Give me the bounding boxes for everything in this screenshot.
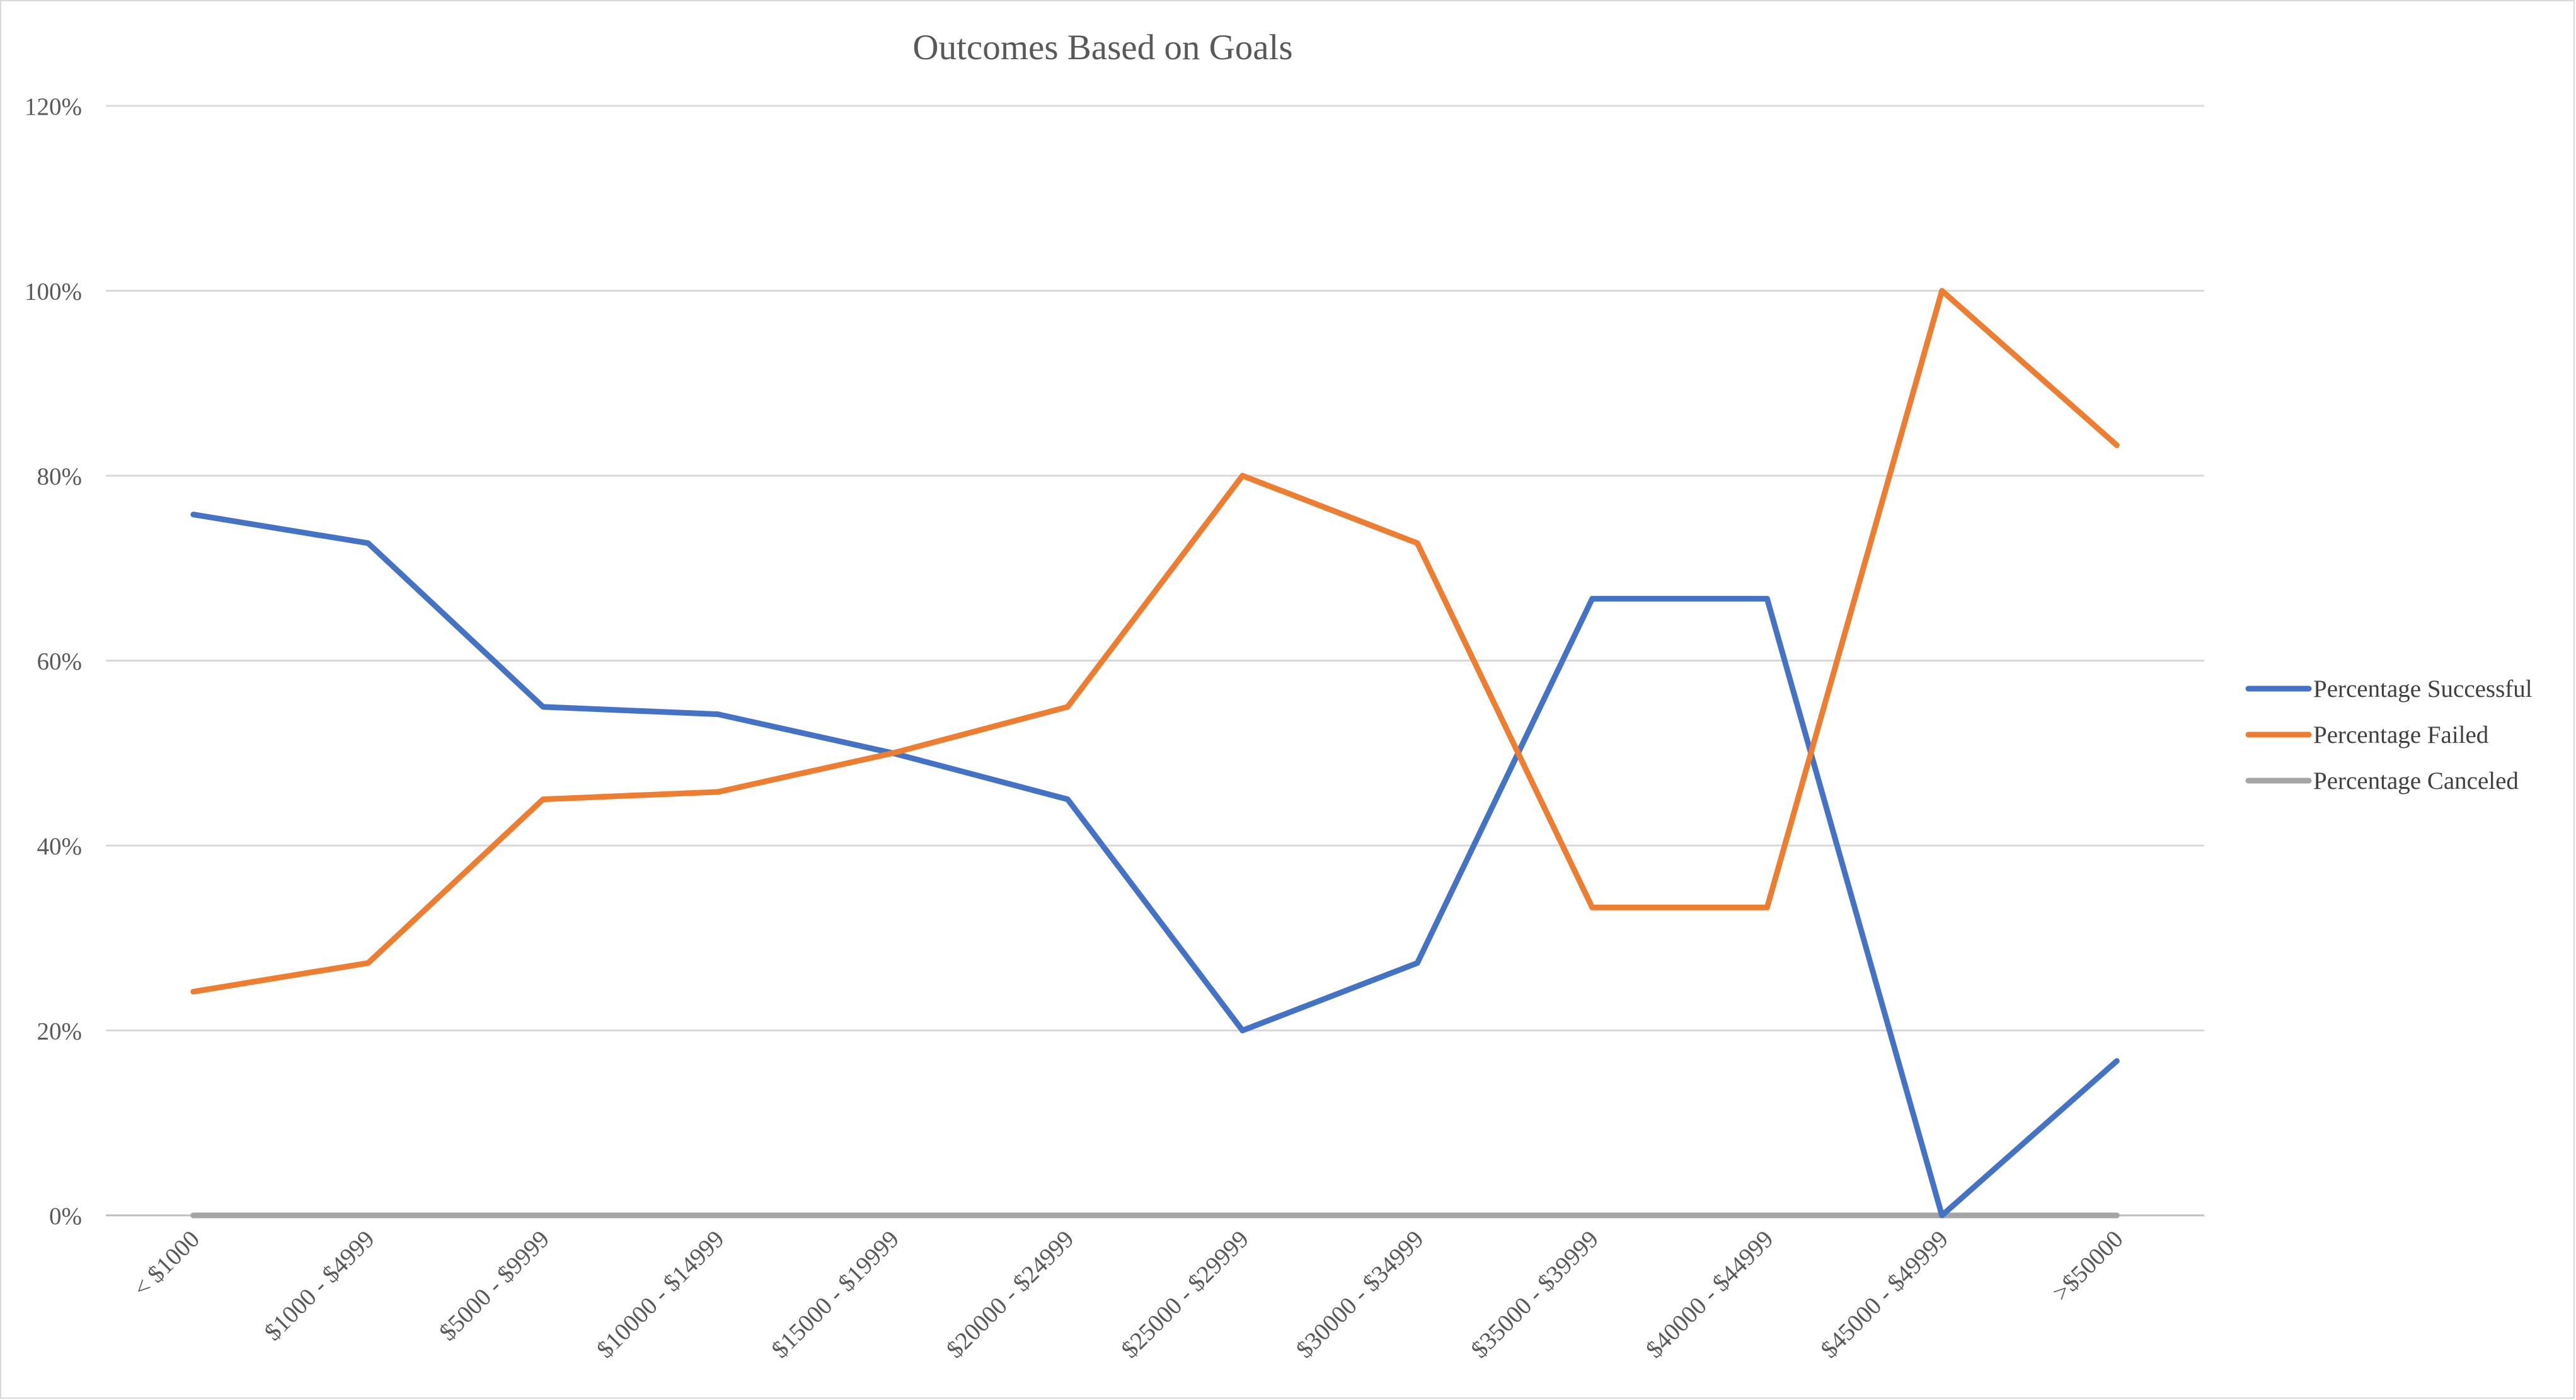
legend: Percentage Successful Percentage Failed Pe… [2245,675,2533,795]
legend-label: Percentage Failed [2313,721,2489,749]
x-tick-label: $1000 - $4999 [259,1225,379,1346]
legend-label: Percentage Canceled [2313,767,2519,795]
chart-title: Outcomes Based on Goals [912,28,1292,67]
x-tick-label: $25000 - $29999 [1116,1225,1254,1363]
x-tick-label: >$50000 [2047,1225,2129,1307]
y-axis-ticks: 0% 20% 40% 60% 80% 100% 120% [25,93,82,1230]
x-axis-ticks: < $1000 $1000 - $4999 $5000 - $9999 $10000 … [128,1225,2128,1363]
series-line-failed [190,288,2120,995]
legend-label: Percentage Successful [2313,675,2533,703]
x-tick-label: $40000 - $44999 [1641,1225,1779,1363]
x-tick-label: $5000 - $9999 [434,1225,555,1346]
y-tick-label: 40% [37,833,83,860]
y-tick-label: 100% [25,278,82,306]
y-tick-label: 0% [49,1203,82,1230]
y-tick-label: 80% [37,463,83,490]
x-tick-label: $20000 - $24999 [941,1225,1079,1363]
x-tick-label: $10000 - $14999 [592,1225,730,1363]
x-tick-label: $30000 - $34999 [1291,1225,1429,1363]
series-lines [190,288,2120,1219]
x-tick-label: $35000 - $39999 [1466,1225,1604,1363]
y-tick-label: 60% [37,648,83,675]
y-tick-label: 20% [37,1018,83,1045]
series-line-successful [190,512,2120,1219]
gridlines [106,105,2204,1217]
y-tick-label: 120% [25,93,82,120]
x-tick-label: $15000 - $19999 [766,1225,904,1363]
x-tick-label: $45000 - $49999 [1815,1225,1953,1363]
x-tick-label: < $1000 [128,1225,205,1302]
